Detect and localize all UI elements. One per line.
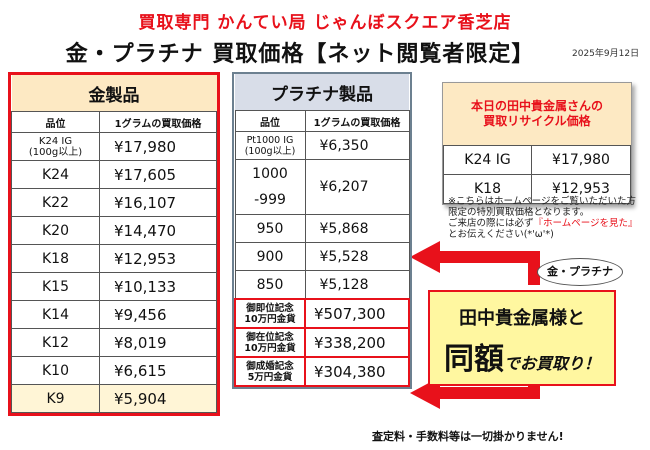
- platinum-grade: 1000 -999: [234, 159, 306, 215]
- gold-price: ¥8,019: [99, 328, 217, 357]
- table-row: 御成婚記念 5万円金貨 ¥304,380: [234, 356, 410, 387]
- table-row: K9 ¥5,904: [11, 384, 217, 413]
- gold-price: ¥6,615: [99, 356, 217, 385]
- table-row: K22 ¥16,107: [11, 188, 217, 217]
- platinum-grade-line: 1000: [252, 166, 288, 182]
- platinum-price: ¥5,868: [304, 214, 410, 243]
- recycle-price: ¥17,980: [531, 145, 631, 175]
- platinum-price-table: プラチナ製品 品位 1グラムの買取価格 Pt1000 IG (100g以上) ¥…: [232, 72, 412, 389]
- arrow-upper-stem: [528, 251, 540, 285]
- table-row: 御在位記念 10万円金貨 ¥338,200: [234, 327, 410, 358]
- table-row: 御即位記念 10万円金貨 ¥507,300: [234, 298, 410, 329]
- gold-price: ¥14,470: [99, 216, 217, 245]
- gold-price: ¥10,133: [99, 272, 217, 301]
- arrow-lower: [410, 377, 540, 409]
- platinum-title: プラチナ製品: [235, 74, 409, 111]
- recycle-title: 本日の田中貴金属さんの 買取リサイクル価格: [443, 83, 631, 145]
- table-row: K18 ¥12,953: [11, 244, 217, 273]
- callout-big: 同額: [443, 342, 504, 377]
- table-row: K14 ¥9,456: [11, 300, 217, 329]
- platinum-grade: Pt1000 IG (100g以上): [234, 131, 306, 160]
- gold-grade: K18: [11, 244, 100, 273]
- note-line: ご来店の際には必ず『ホームページを見た』とお伝えください(*'ω'*): [448, 218, 642, 240]
- gold-col-grade: 品位: [11, 111, 100, 133]
- coin-name: 御即位記念 10万円金貨: [234, 298, 306, 329]
- gold-price: ¥17,980: [99, 132, 217, 161]
- platinum-price: ¥5,128: [304, 270, 410, 300]
- table-row: K24 IG (100g以上) ¥17,980: [11, 132, 217, 161]
- callout-line2: 同額でお買取り！: [430, 334, 614, 378]
- callout-line1: 田中貴金属様と: [459, 308, 585, 329]
- coin-name: 御在位記念 10万円金貨: [234, 327, 306, 358]
- gold-price: ¥12,953: [99, 244, 217, 273]
- platinum-grade: 850: [234, 270, 306, 300]
- gold-grade: K22: [11, 188, 100, 217]
- recycle-price: ¥12,953: [531, 174, 631, 204]
- page-headline: 金・プラチナ 買取価格【ネット閲覧者限定】: [65, 42, 535, 67]
- table-row: 1000 -999 ¥6,207: [234, 159, 410, 215]
- footer-note: 査定料・手数料等は一切掛かりません!: [372, 430, 564, 443]
- arrow-upper: [410, 241, 540, 273]
- gold-grade: K20: [11, 216, 100, 245]
- arrow-lower-stem: [528, 385, 540, 399]
- recycle-grade: K24 IG: [443, 145, 532, 175]
- table-row: K12 ¥8,019: [11, 328, 217, 357]
- table-row: K20 ¥14,470: [11, 216, 217, 245]
- table-row: 900 ¥5,528: [234, 242, 410, 271]
- table-row: 950 ¥5,868: [234, 214, 410, 243]
- coin-price: ¥507,300: [304, 298, 410, 329]
- note-line: ※こちらはホームページをご覧いただいた方限定の特別買取価格となります。: [448, 196, 636, 218]
- gold-grade: K14: [11, 300, 100, 329]
- gold-price: ¥17,605: [99, 160, 217, 189]
- table-row: K15 ¥10,133: [11, 272, 217, 301]
- platinum-price: ¥6,350: [304, 131, 410, 160]
- platinum-price: ¥5,528: [304, 242, 410, 271]
- recycle-grade: K18: [443, 174, 532, 204]
- coin-price: ¥338,200: [304, 327, 410, 358]
- gold-price: ¥5,904: [99, 384, 217, 413]
- platinum-grade: 900: [234, 242, 306, 271]
- gold-grade: K12: [11, 328, 100, 357]
- gold-price-table: 金製品 品位 1グラムの買取価格 K24 IG (100g以上) ¥17,980…: [8, 72, 220, 416]
- note-text: とお伝えください(*'ω'*): [448, 229, 554, 240]
- gold-grade: K24 IG (100g以上): [11, 132, 100, 161]
- arrows-graphic: [410, 241, 540, 409]
- special-price-note: ※こちらはホームページをご覧いただいた方限定の特別買取価格となります。 ご来店の…: [448, 196, 642, 240]
- gold-grade: K24: [11, 160, 100, 189]
- note-highlight: 『ホームページを見た』: [533, 218, 638, 229]
- table-row: K10 ¥6,615: [11, 356, 217, 385]
- table-row: K18 ¥12,953: [443, 174, 631, 204]
- gold-platinum-badge: 金・プラチナ: [537, 258, 623, 286]
- table-row: K24 ¥17,605: [11, 160, 217, 189]
- platinum-grade-line: -999: [254, 192, 286, 208]
- callout-small: でお買取り！: [503, 354, 600, 373]
- table-row: 850 ¥5,128: [234, 270, 410, 300]
- coin-name: 御成婚記念 5万円金貨: [234, 356, 306, 387]
- gold-price: ¥16,107: [99, 188, 217, 217]
- table-row: Pt1000 IG (100g以上) ¥6,350: [234, 131, 410, 160]
- same-price-callout: 田中貴金属様と 同額でお買取り！: [428, 290, 616, 386]
- coin-price: ¥304,380: [304, 356, 410, 387]
- platinum-col-grade: 品位: [234, 110, 306, 132]
- platinum-col-price: 1グラムの買取価格: [304, 110, 410, 132]
- gold-grade: K10: [11, 356, 100, 385]
- gold-col-price: 1グラムの買取価格: [99, 111, 217, 133]
- table-row: K24 IG ¥17,980: [443, 145, 631, 175]
- gold-grade: K15: [11, 272, 100, 301]
- platinum-grade: 950: [234, 214, 306, 243]
- gold-price: ¥9,456: [99, 300, 217, 329]
- platinum-price: ¥6,207: [304, 159, 410, 215]
- note-text: ご来店の際には必ず: [448, 218, 534, 229]
- store-title: 買取専門 かんてい局 じゃんぼスクエア香芝店: [138, 13, 512, 33]
- recycle-price-box: 本日の田中貴金属さんの 買取リサイクル価格 K24 IG ¥17,980 K18 ¥…: [442, 82, 632, 205]
- date-label: 2025年9月12日: [572, 49, 640, 59]
- gold-title: 金製品: [11, 75, 217, 112]
- gold-grade: K9: [11, 384, 100, 413]
